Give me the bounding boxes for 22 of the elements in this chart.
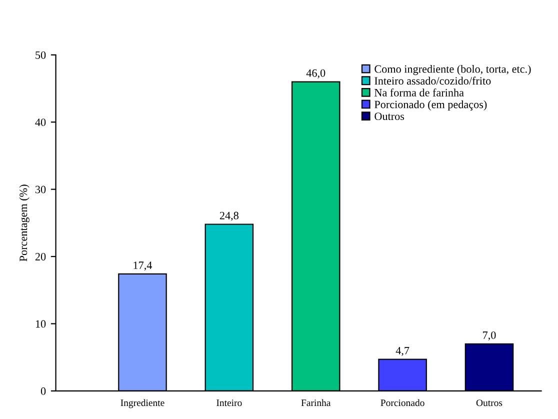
y-tick-label: 20	[35, 252, 46, 260]
x-tick-label: Inteiro	[216, 400, 242, 406]
y-tick-label: 0	[40, 387, 46, 395]
x-tick-label: Farinha	[301, 399, 331, 406]
y-axis-title: Porcentagem (%)	[19, 184, 30, 262]
text: 24,8	[220, 212, 238, 221]
x-tick-label: Outros	[476, 400, 502, 406]
text: 4,7	[396, 346, 410, 356]
x-tick-label: Ingrediente	[120, 399, 164, 408]
text: 7,0	[483, 331, 496, 341]
legend-label: Inteiro assado/cozido/frito	[374, 76, 491, 85]
legend-label: Outros	[374, 112, 404, 120]
legend-label: Como ingrediente (bolo, torta, etc.)	[374, 64, 531, 76]
x-tick-label: Porcionado	[380, 399, 424, 406]
text: 17,4	[134, 262, 152, 271]
y-tick-label: 10	[36, 320, 46, 328]
y-tick-label: 30	[36, 186, 46, 194]
text: 46,0	[306, 69, 326, 78]
legend-label: Na forma de farinha	[374, 88, 464, 96]
legend-label: Porcionado (em pedaços)	[374, 100, 487, 110]
y-tick-label: 50	[36, 51, 46, 59]
y-tick-label: 40	[35, 118, 46, 126]
